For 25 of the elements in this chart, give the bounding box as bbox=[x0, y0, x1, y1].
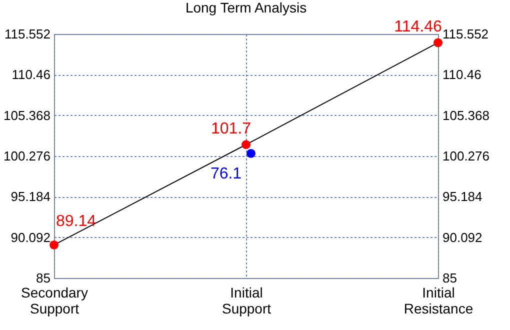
y2-tick-label: 85 bbox=[442, 270, 457, 286]
y2-tick-label: 90.092 bbox=[442, 230, 482, 245]
x-tick-label: Secondary Support bbox=[21, 284, 88, 316]
y2-tick-label: 100.276 bbox=[442, 148, 490, 164]
data-label: 89.14 bbox=[56, 212, 96, 230]
x-tick-label: Initial Resistance bbox=[404, 284, 474, 316]
point bbox=[242, 140, 250, 150]
annotation: 76.1 bbox=[210, 165, 242, 182]
y-tick-label: 95.184 bbox=[10, 189, 50, 204]
y2-tick-label: 95.184 bbox=[442, 189, 482, 204]
y2-tick-label: 110.46 bbox=[442, 67, 482, 82]
y-tick-label: 100.276 bbox=[4, 148, 50, 164]
data-label: 101.7 bbox=[210, 120, 252, 138]
y2-tick-label: 115.552 bbox=[442, 26, 489, 42]
point bbox=[434, 38, 442, 48]
y-tick-label: 115.552 bbox=[4, 26, 50, 42]
y-tick-label: 110.46 bbox=[12, 67, 50, 82]
point bbox=[50, 240, 58, 250]
data-label: 114.46 bbox=[394, 18, 442, 36]
y2-tick-label: 105.368 bbox=[442, 108, 490, 123]
chart-title: Long Term Analysis bbox=[185, 0, 307, 16]
y-tick-label: 85 bbox=[36, 270, 50, 286]
y-tick-label: 105.368 bbox=[4, 108, 50, 123]
x-tick-label: Initial Support bbox=[222, 284, 272, 316]
y-tick-label: 90.092 bbox=[10, 230, 50, 245]
